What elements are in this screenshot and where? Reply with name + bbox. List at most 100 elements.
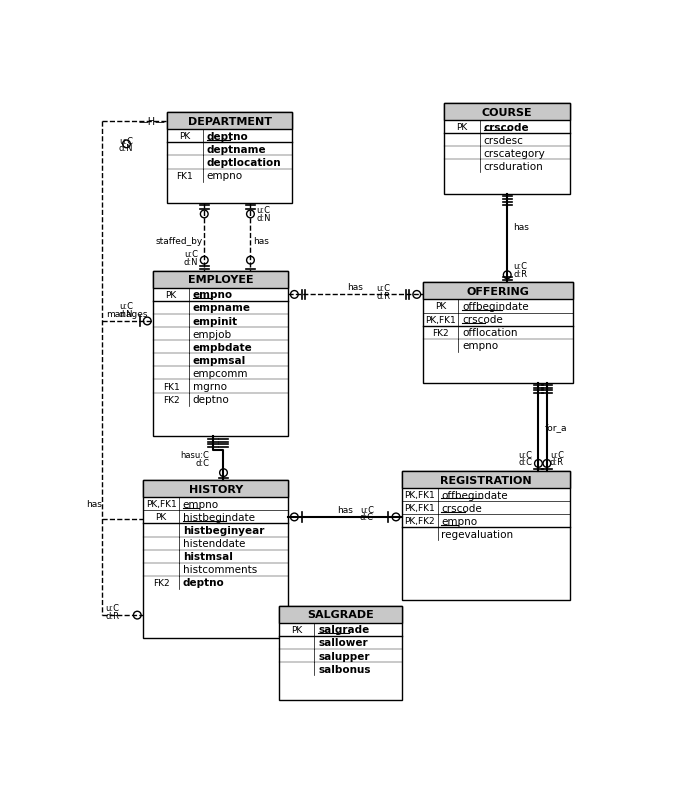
Text: d:R: d:R [550, 458, 564, 467]
Bar [279, 606, 402, 700]
Text: u:C: u:C [513, 261, 527, 271]
Text: COURSE: COURSE [482, 107, 533, 117]
Text: PK,FK1: PK,FK1 [404, 491, 435, 500]
Text: offlocation: offlocation [462, 328, 518, 338]
Text: has: has [348, 283, 364, 292]
Text: empno: empno [183, 499, 219, 509]
Text: empno: empno [442, 516, 477, 526]
Text: offbegindate: offbegindate [462, 302, 529, 311]
Text: empno: empno [193, 290, 233, 300]
Text: deptno: deptno [206, 132, 248, 142]
Text: sallower: sallower [318, 638, 368, 648]
Text: d:R: d:R [377, 291, 391, 300]
Text: u:C: u:C [106, 603, 119, 612]
Bar [444, 104, 570, 195]
Text: PK,FK1: PK,FK1 [404, 504, 435, 512]
Text: histmsal: histmsal [183, 552, 233, 561]
Text: hasu:C: hasu:C [180, 451, 209, 460]
Text: empmsal: empmsal [193, 355, 246, 366]
Text: d:N: d:N [119, 144, 133, 153]
Text: salupper: salupper [318, 650, 370, 661]
Text: empbdate: empbdate [193, 342, 253, 352]
Text: u:C: u:C [359, 505, 374, 514]
Bar [153, 272, 288, 289]
Text: empjob: empjob [193, 330, 232, 339]
Text: salgrade: salgrade [318, 625, 369, 634]
Text: crscategory: crscategory [484, 148, 546, 159]
Text: u:C: u:C [550, 450, 564, 459]
Text: HISTORY: HISTORY [188, 484, 243, 494]
Text: FK2: FK2 [163, 395, 179, 404]
Bar [402, 472, 570, 488]
Text: FK2: FK2 [152, 578, 170, 587]
Text: d:R: d:R [106, 611, 119, 620]
Text: crscode: crscode [462, 314, 503, 325]
Bar [402, 472, 570, 601]
Text: OFFERING: OFFERING [466, 286, 529, 297]
Text: PK,FK1: PK,FK1 [146, 500, 177, 508]
Text: for_a: for_a [544, 423, 567, 431]
Text: d:R: d:R [513, 269, 527, 278]
Text: FK2: FK2 [433, 328, 449, 337]
Bar [144, 480, 288, 498]
Text: PK: PK [435, 302, 446, 311]
Text: PK: PK [291, 625, 302, 634]
Bar [444, 104, 570, 121]
Text: crscode: crscode [484, 123, 529, 132]
Text: REGISTRATION: REGISTRATION [440, 475, 532, 485]
Text: d:N: d:N [119, 310, 133, 318]
Text: PK: PK [457, 123, 468, 132]
Text: empinit: empinit [193, 316, 238, 326]
Text: d:C: d:C [518, 458, 532, 467]
Text: u:C: u:C [119, 302, 132, 310]
Text: d:N: d:N [184, 258, 198, 267]
Text: u:C: u:C [119, 136, 132, 145]
Bar [153, 272, 288, 437]
Text: u:C: u:C [518, 450, 532, 459]
Text: EMPLOYEE: EMPLOYEE [188, 275, 254, 285]
Text: d:N: d:N [257, 213, 271, 222]
Text: deptname: deptname [206, 144, 266, 155]
Bar [144, 480, 288, 638]
Text: histcomments: histcomments [183, 565, 257, 574]
Text: has: has [337, 505, 353, 514]
Text: u:C: u:C [257, 205, 270, 215]
Text: histenddate: histenddate [183, 538, 245, 549]
Bar [423, 283, 573, 383]
Text: offbegindate: offbegindate [442, 490, 508, 500]
Text: PK: PK [155, 512, 167, 522]
Text: mgrno: mgrno [193, 382, 227, 391]
Text: crscode: crscode [442, 503, 482, 513]
Text: has: has [513, 223, 529, 232]
Bar [167, 113, 292, 204]
Text: deptlocation: deptlocation [206, 158, 282, 168]
Text: regevaluation: regevaluation [442, 529, 513, 539]
Text: has: has [86, 500, 102, 508]
Text: empno: empno [462, 341, 498, 350]
Text: FK1: FK1 [177, 172, 193, 180]
Text: manages: manages [106, 310, 147, 318]
Text: SALGRADE: SALGRADE [307, 610, 374, 620]
Text: crsduration: crsduration [484, 162, 544, 172]
Text: staffed_by: staffed_by [155, 237, 203, 246]
Text: DEPARTMENT: DEPARTMENT [188, 116, 272, 127]
Text: d:C: d:C [195, 459, 209, 468]
Text: PK,FK1: PK,FK1 [425, 315, 456, 324]
Text: empname: empname [193, 303, 250, 313]
Text: u:C: u:C [184, 250, 198, 259]
Text: d:C: d:C [359, 512, 374, 522]
Text: empno: empno [206, 171, 243, 180]
Bar [279, 606, 402, 623]
Bar [423, 283, 573, 300]
Text: histbegindate: histbegindate [183, 512, 255, 522]
Text: PK: PK [179, 132, 190, 141]
Text: deptno: deptno [193, 395, 230, 405]
Text: empcomm: empcomm [193, 368, 248, 379]
Text: PK,FK2: PK,FK2 [404, 516, 435, 525]
Text: histbeginyear: histbeginyear [183, 525, 264, 536]
Text: crsdesc: crsdesc [484, 136, 524, 145]
Text: deptno: deptno [183, 577, 224, 588]
Text: salbonus: salbonus [318, 664, 371, 674]
Bar [167, 113, 292, 130]
Text: —H—: —H— [139, 116, 166, 127]
